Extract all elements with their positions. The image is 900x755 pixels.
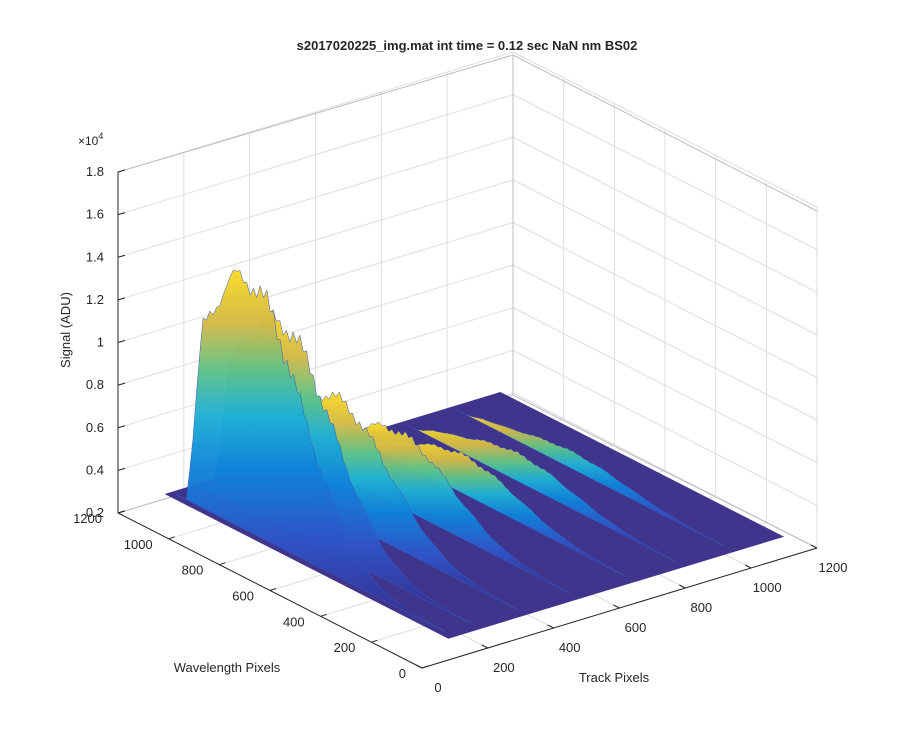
wall-grid-horizontal xyxy=(512,264,818,421)
z-tick-label: 1.6 xyxy=(86,207,104,222)
x-axis-label: Track Pixels xyxy=(579,670,650,685)
wall-grid-horizontal xyxy=(117,264,514,386)
z-tick-label: 0.4 xyxy=(86,462,104,477)
y-tick xyxy=(269,588,277,591)
z-tick-label: 1 xyxy=(97,335,104,350)
tick-marks xyxy=(117,169,818,669)
z-tick xyxy=(117,425,126,429)
x-tick xyxy=(415,664,423,669)
chart-title: s2017020225_img.mat int time = 0.12 sec … xyxy=(297,38,638,53)
surface-profile xyxy=(455,409,725,547)
x-tick-label: 1200 xyxy=(819,560,848,575)
y-tick-label: 1200 xyxy=(73,511,102,526)
surface-profile xyxy=(176,269,446,632)
wall-grid-horizontal xyxy=(117,94,514,216)
x-tick-label: 0 xyxy=(434,680,441,695)
z-tick xyxy=(117,254,126,258)
y-axis-label: Wavelength Pixels xyxy=(174,660,281,675)
y-tick xyxy=(168,536,175,540)
surface xyxy=(164,269,785,639)
wall-grid-horizontal xyxy=(512,51,818,208)
x-tick-label: 1000 xyxy=(753,580,782,595)
y-tick-label: 0 xyxy=(399,666,406,681)
x-tick xyxy=(810,544,818,549)
z-tick-label: 1.8 xyxy=(86,164,104,179)
y-tick-label: 200 xyxy=(334,640,356,655)
wall-grid-horizontal xyxy=(117,136,514,258)
wall-grid-horizontal xyxy=(512,136,818,293)
wall-grid-horizontal xyxy=(512,179,818,336)
z-multiplier-exponent: 4 xyxy=(98,131,103,141)
x-tick xyxy=(547,624,554,629)
z-multiplier: ×104 xyxy=(78,131,103,148)
wall-grid-horizontal xyxy=(512,349,818,506)
x-tick-label: 200 xyxy=(493,660,515,675)
z-multiplier-base: ×10 xyxy=(78,134,99,148)
x-tick xyxy=(481,644,489,649)
wall-grid-horizontal xyxy=(512,94,818,251)
x-tick-label: 400 xyxy=(559,640,581,655)
x-tick xyxy=(613,604,620,609)
x-tick-label: 600 xyxy=(625,620,647,635)
z-tick xyxy=(117,467,126,471)
z-tick-label: 1.2 xyxy=(86,292,104,307)
z-axis-label: Signal (ADU) xyxy=(58,292,73,368)
y-tick-label: 800 xyxy=(182,563,204,578)
x-tick-label: 800 xyxy=(690,600,712,615)
z-tick-label: 0.6 xyxy=(86,420,104,435)
z-tick xyxy=(117,212,126,216)
y-tick xyxy=(421,665,429,669)
y-tick-label: 1000 xyxy=(124,537,153,552)
y-tick-label: 400 xyxy=(283,614,305,629)
wall-grid-horizontal xyxy=(117,307,514,429)
y-tick xyxy=(219,562,226,566)
z-tick xyxy=(117,382,126,386)
wall-grid-horizontal xyxy=(117,179,514,301)
z-tick xyxy=(117,169,126,173)
x-tick xyxy=(679,584,686,589)
x-tick xyxy=(744,564,752,569)
y-tick-label: 600 xyxy=(232,589,254,604)
y-tick xyxy=(371,639,378,643)
wall-grid-horizontal xyxy=(117,222,514,343)
surface-profile xyxy=(406,424,676,562)
wall-grid-horizontal xyxy=(512,307,818,464)
z-tick xyxy=(117,297,126,301)
z-tick-label: 0.8 xyxy=(86,377,104,392)
z-tick xyxy=(117,340,126,343)
z-tick-label: 0.2 xyxy=(86,505,104,520)
y-tick xyxy=(117,510,125,514)
wall-grid-horizontal xyxy=(512,222,818,378)
tick-labels: 0.2 0.4 0.6 0.8 1 1.2 1.4 1.6 1.8 0 200 400 600 800 10… xyxy=(73,164,847,695)
y-tick xyxy=(320,613,327,617)
z-tick-label: 1.4 xyxy=(86,249,104,264)
